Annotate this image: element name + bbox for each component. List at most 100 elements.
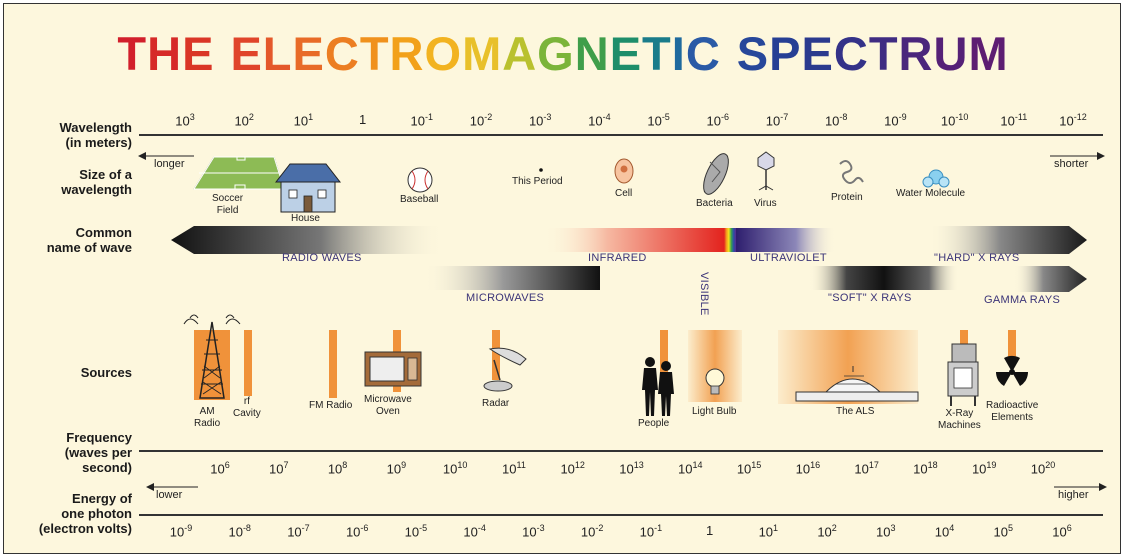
bacteria-icon — [703, 153, 729, 195]
tick-base: 10 — [765, 113, 781, 129]
energy-scale-line — [139, 514, 1103, 516]
tick-exponent: -9 — [184, 523, 193, 533]
energy-tick: 10-4 — [450, 523, 500, 539]
soccer-field-icon — [193, 156, 285, 190]
tick-base: 1 — [358, 112, 367, 127]
frequency-tick: 1011 — [489, 460, 539, 476]
tick-base: 10 — [560, 461, 575, 477]
higher-arrow — [1054, 483, 1107, 491]
frequency-tick: 107 — [254, 460, 304, 476]
text-line: Microwave — [364, 394, 412, 405]
title-word: ELECTROMAGNETIC — [230, 26, 720, 81]
tick-base: 10 — [287, 524, 302, 540]
tick-exponent: -10 — [955, 112, 969, 122]
wavelength-tick: 10-12 — [1048, 112, 1098, 128]
tick-base: 10 — [469, 113, 485, 129]
title-letter: E — [182, 27, 215, 80]
wavelength-tick: 10-2 — [456, 112, 506, 128]
text-line: Wavelength — [59, 120, 132, 135]
text-line: AM — [199, 406, 215, 417]
tick-exponent: 19 — [986, 460, 997, 470]
lower-arrow — [146, 483, 198, 491]
period-dot-icon — [539, 168, 543, 172]
tick-base: 10 — [824, 113, 840, 129]
soft-xrays-label: "SOFT" X RAYS — [828, 292, 912, 304]
water-molecule-label: Water Molecule — [896, 188, 965, 200]
tick-exponent: 1 — [308, 112, 314, 122]
ultraviolet-bar — [736, 228, 836, 252]
text-line: Water Molecule — [896, 188, 966, 199]
text-line: Radio — [194, 418, 221, 429]
tick-exponent: 17 — [868, 460, 879, 470]
tick-base: 10 — [854, 461, 869, 477]
tick-exponent: 7 — [283, 460, 289, 470]
tick-base: 10 — [913, 461, 928, 477]
text-line: Bacteria — [696, 198, 733, 209]
tick-base: 10 — [971, 461, 987, 477]
title-letter: N — [574, 27, 610, 80]
gamma-rays-bar — [1014, 266, 1087, 292]
title-letter: O — [424, 27, 463, 80]
energy-tick: 10-3 — [508, 523, 558, 539]
water-molecule-icon — [922, 169, 950, 188]
tick-base: 10 — [817, 524, 832, 540]
rf-cavity-label: rf Cavity — [233, 396, 261, 420]
energy-tick: 103 — [861, 523, 911, 539]
tick-exponent: 18 — [927, 460, 938, 470]
tick-base: 10 — [404, 524, 420, 540]
wavelength-tick: 101 — [278, 112, 328, 128]
tick-exponent: 3 — [189, 112, 195, 122]
text-line: Light Bulb — [692, 406, 737, 417]
text-line: Common — [75, 225, 132, 240]
wavelength-tick: 10-5 — [634, 112, 684, 128]
frequency-scale-line — [139, 450, 1103, 452]
soft-xrays-bar — [809, 266, 959, 290]
shorter-arrow — [1050, 152, 1105, 160]
infrared-bar — [544, 228, 724, 252]
tick-base: 10 — [736, 461, 752, 477]
tick-exponent: 2 — [248, 112, 254, 122]
radio-waves-label: RADIO WAVES — [282, 252, 362, 264]
light-bulb-label: Light Bulb — [692, 406, 736, 418]
title-letter: M — [462, 27, 503, 80]
microwave-oven-icon — [364, 330, 422, 392]
tick-exponent: -6 — [360, 523, 369, 533]
text-line: Virus — [754, 198, 777, 209]
tick-exponent: 6 — [224, 460, 230, 470]
frequency-row-label: Frequency (waves per second) — [4, 430, 132, 475]
tick-exponent: -7 — [780, 112, 789, 122]
tick-exponent: -8 — [839, 112, 848, 122]
title-letter: P — [769, 27, 802, 80]
text-line: Size of a — [79, 167, 132, 182]
text-line: Oven — [375, 406, 400, 417]
energy-tick: 10-8 — [215, 523, 265, 539]
tick-base: 10 — [639, 524, 655, 540]
frequency-tick: 1012 — [548, 460, 598, 476]
title-word: THE — [117, 26, 214, 81]
size-row-label: Size of a wavelength — [4, 167, 132, 197]
tick-exponent: -3 — [543, 112, 552, 122]
title-letter: E — [292, 27, 325, 80]
diagram-title: THE ELECTROMAGNETIC SPECTRUM — [4, 26, 1120, 81]
wavelength-scale-line — [139, 134, 1103, 136]
tick-base: 10 — [758, 524, 774, 540]
tick-base: 10 — [619, 461, 634, 477]
fm-radio-icon — [329, 330, 337, 398]
tick-base: 10 — [876, 524, 891, 540]
sources-row-label: Sources — [4, 365, 132, 380]
frequency-tick: 1018 — [900, 460, 950, 476]
tick-base: 10 — [706, 113, 722, 129]
infrared-label: INFRARED — [588, 252, 647, 264]
title-letter: E — [609, 27, 643, 80]
tick-exponent: 9 — [401, 460, 407, 470]
text-line: (waves per — [64, 445, 132, 460]
higher-label: higher — [1058, 489, 1089, 501]
title-letter: T — [117, 27, 148, 80]
energy-tick: 102 — [802, 523, 852, 539]
text-line: House — [291, 213, 320, 224]
frequency-tick: 1016 — [783, 460, 833, 476]
wavelength-tick: 10-9 — [870, 112, 920, 128]
house-label: House — [291, 213, 320, 225]
microwave-oven-label: Microwave Oven — [364, 394, 412, 418]
tick-base: 10 — [1052, 524, 1067, 540]
